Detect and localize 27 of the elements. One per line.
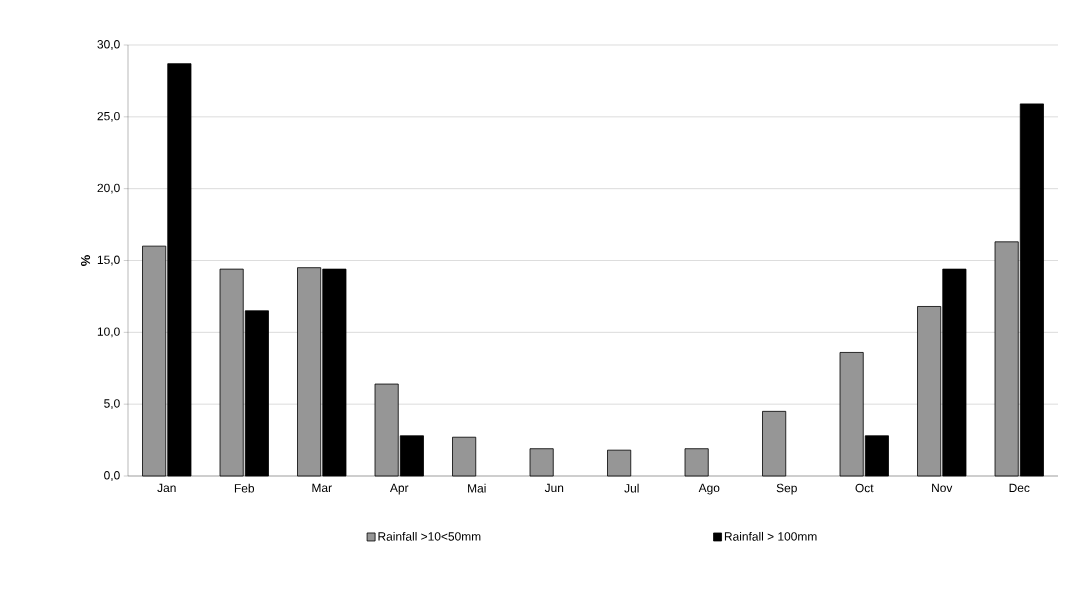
y-tick-label: 25,0 [97, 111, 120, 122]
x-tick-label: Oct [855, 483, 874, 493]
bar [529, 448, 554, 477]
x-tick-label: Mai [468, 483, 486, 493]
bar [762, 410, 787, 477]
x-tick-label: Feb [234, 483, 255, 493]
y-tick-label: 0,0 [104, 471, 120, 481]
x-tick-label: Jan [157, 483, 176, 493]
y-axis-title: % [81, 255, 91, 266]
y-tick-label: 5,0 [104, 399, 120, 410]
bar [607, 449, 632, 477]
x-tick-label: Sep [776, 483, 797, 495]
x-tick-label: Jul [624, 483, 639, 493]
legend-label: Rainfall > 100mm [724, 531, 817, 541]
x-tick-label: Ago [698, 483, 720, 495]
y-tick-label: 10,0 [97, 327, 120, 338]
x-tick-label: Mar [312, 483, 332, 493]
x-tick-label: Dec [1009, 483, 1030, 493]
y-tick-label: 20,0 [97, 183, 120, 194]
bar [684, 448, 709, 477]
x-tick-label: Jun [544, 483, 564, 493]
legend-label: Rainfall >10<50mm [378, 531, 481, 541]
y-tick-label: 15,0 [97, 255, 120, 266]
x-tick-label: Nov [932, 483, 953, 493]
y-tick-label: 30,0 [97, 40, 120, 50]
x-tick-label: Apr [389, 483, 409, 495]
bar [452, 436, 477, 477]
